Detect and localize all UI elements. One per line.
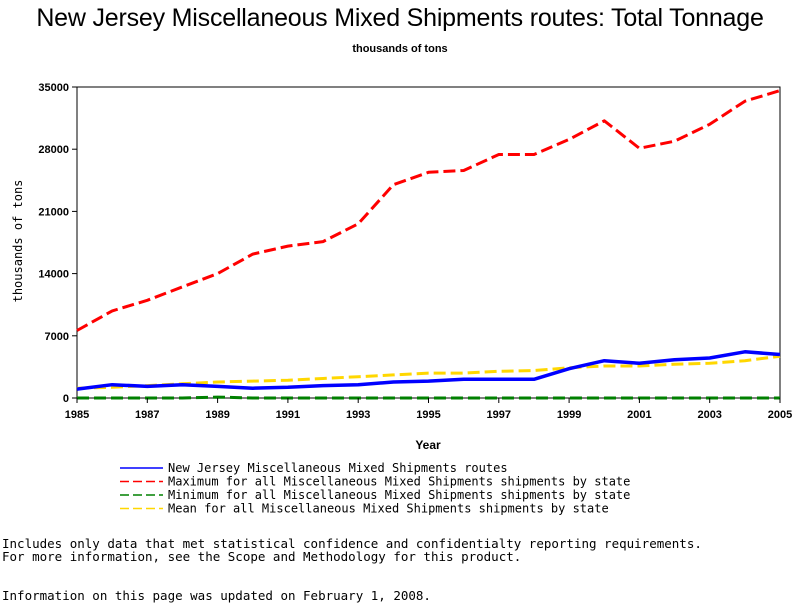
note-confidence: Includes only data that met statistical … (2, 536, 702, 551)
x-axis-title: Year (415, 438, 441, 452)
x-tick-label: 1991 (276, 409, 300, 421)
y-tick-label: 28000 (38, 144, 69, 156)
legend-label-2: Minimum for all Miscellaneous Mixed Ship… (168, 488, 630, 502)
x-tick-label: 2005 (768, 409, 792, 421)
y-tick-label: 0 (63, 393, 69, 405)
x-tick-label: 2001 (627, 409, 651, 421)
series-line-0 (76, 350, 781, 391)
x-tick-label: 1995 (416, 409, 440, 421)
legend-label-0: New Jersey Miscellaneous Mixed Shipments… (168, 461, 508, 475)
x-tick-label: 2003 (697, 409, 721, 421)
x-tick-label: 1987 (135, 409, 159, 421)
plot-area-frame (76, 86, 781, 399)
y-tick-label: 21000 (38, 206, 69, 218)
x-tick-label: 1985 (65, 409, 89, 421)
series-line-3 (76, 354, 781, 390)
x-tick-label: 1999 (557, 409, 581, 421)
legend-label-3: Mean for all Miscellaneous Mixed Shipmen… (168, 502, 609, 516)
y-tick-label: 7000 (45, 331, 69, 343)
y-tick-label: 35000 (38, 82, 69, 94)
x-tick-label: 1993 (346, 409, 370, 421)
note-updated: Information on this page was updated on … (2, 588, 431, 603)
series-line-1 (76, 89, 781, 332)
chart-subtitle: thousands of tons (352, 43, 448, 55)
legend: New Jersey Miscellaneous Mixed Shipments… (120, 461, 630, 516)
y-tick-label: 14000 (38, 269, 69, 281)
y-axis-title: thousands of tons (11, 180, 25, 303)
series-line-2 (77, 395, 780, 400)
legend-label-1: Maximum for all Miscellaneous Mixed Ship… (168, 475, 630, 489)
x-tick-label: 1997 (487, 409, 511, 421)
chart-title: New Jersey Miscellaneous Mixed Shipments… (36, 4, 764, 32)
x-tick-label: 1989 (205, 409, 229, 421)
note-methodology: For more information, see the Scope and … (2, 549, 522, 564)
